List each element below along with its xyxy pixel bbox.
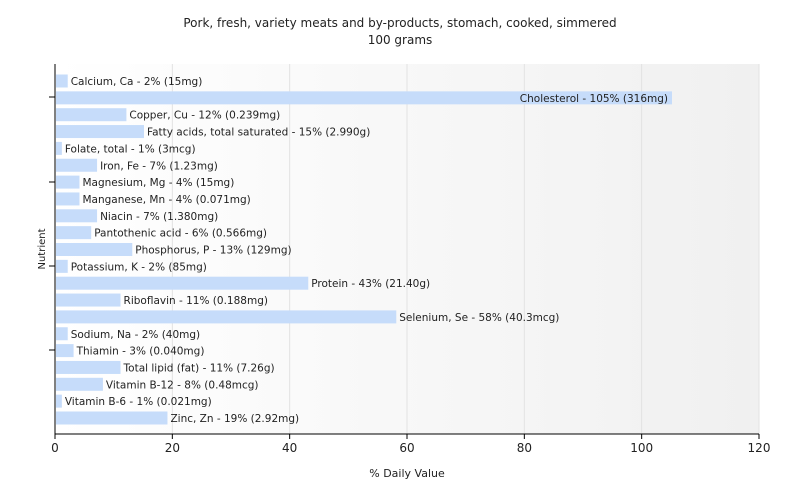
- y-axis-label: Nutrient: [37, 228, 48, 269]
- x-tick-label: 60: [399, 441, 414, 455]
- bar-label: Cholesterol - 105% (316mg): [520, 93, 668, 105]
- bar: [56, 276, 309, 290]
- bar-label: Calcium, Ca - 2% (15mg): [71, 76, 203, 88]
- bar-label: Potassium, K - 2% (85mg): [71, 261, 207, 273]
- bar: [56, 360, 121, 374]
- bar: [56, 108, 127, 122]
- bar-label: Magnesium, Mg - 4% (15mg): [82, 177, 234, 189]
- grid-lines: [171, 64, 760, 434]
- bar: [56, 226, 92, 240]
- chart-subtitle: 100 grams: [368, 33, 433, 47]
- bar-label: Riboflavin - 11% (0.188mg): [124, 295, 268, 307]
- bar: [56, 344, 74, 358]
- bar-label: Fatty acids, total saturated - 15% (2.99…: [147, 127, 370, 139]
- bars-group: [56, 74, 672, 425]
- x-tick-label: 0: [51, 441, 59, 455]
- bar-label: Vitamin B-12 - 8% (0.48mcg): [106, 379, 259, 391]
- bar-label: Niacin - 7% (1.380mg): [100, 211, 218, 223]
- bar-label: Total lipid (fat) - 11% (7.26g): [123, 362, 275, 374]
- bar: [56, 259, 68, 273]
- bar: [56, 91, 672, 105]
- bar: [56, 327, 68, 341]
- bar-label: Protein - 43% (21.40g): [311, 278, 430, 290]
- bar: [56, 192, 80, 206]
- x-tick-label: 120: [748, 441, 771, 455]
- bar-labels-group: Calcium, Ca - 2% (15mg) Cholesterol - 105…: [65, 76, 668, 425]
- bar: [56, 125, 144, 139]
- bar-label: Sodium, Na - 2% (40mg): [71, 329, 200, 341]
- bar-label: Folate, total - 1% (3mcg): [65, 143, 196, 155]
- bar: [56, 158, 98, 172]
- bar-label: Zinc, Zn - 19% (2.92mg): [170, 413, 299, 425]
- bar-label: Thiamin - 3% (0.040mg): [76, 346, 205, 358]
- axes: 0 20 40 60 80 100 120: [49, 64, 770, 455]
- bar: [56, 243, 133, 256]
- x-tick-label: 40: [282, 441, 297, 455]
- bar-label: Copper, Cu - 12% (0.239mg): [129, 110, 280, 122]
- x-tick-label: 100: [630, 441, 653, 455]
- bar: [56, 394, 62, 408]
- bar-label: Pantothenic acid - 6% (0.566mg): [94, 228, 267, 240]
- chart-title: Pork, fresh, variety meats and by-produc…: [183, 16, 616, 30]
- bar-label: Selenium, Se - 58% (40.3mcg): [399, 312, 559, 324]
- bar: [56, 377, 103, 391]
- bar: [56, 175, 80, 189]
- x-axis-label: % Daily Value: [369, 467, 445, 480]
- bar-label: Vitamin B-6 - 1% (0.021mg): [65, 396, 212, 408]
- bar: [56, 74, 68, 88]
- bar-label: Manganese, Mn - 4% (0.071mg): [82, 194, 250, 206]
- bar: [56, 411, 168, 425]
- bar: [56, 293, 121, 307]
- bar: [56, 310, 397, 324]
- bar: [56, 209, 98, 223]
- bar-label: Phosphorus, P - 13% (129mg): [135, 245, 291, 257]
- bar-label: Iron, Fe - 7% (1.23mg): [100, 160, 218, 172]
- x-tick-label: 20: [165, 441, 180, 455]
- bar: [56, 141, 62, 155]
- x-tick-label: 80: [517, 441, 532, 455]
